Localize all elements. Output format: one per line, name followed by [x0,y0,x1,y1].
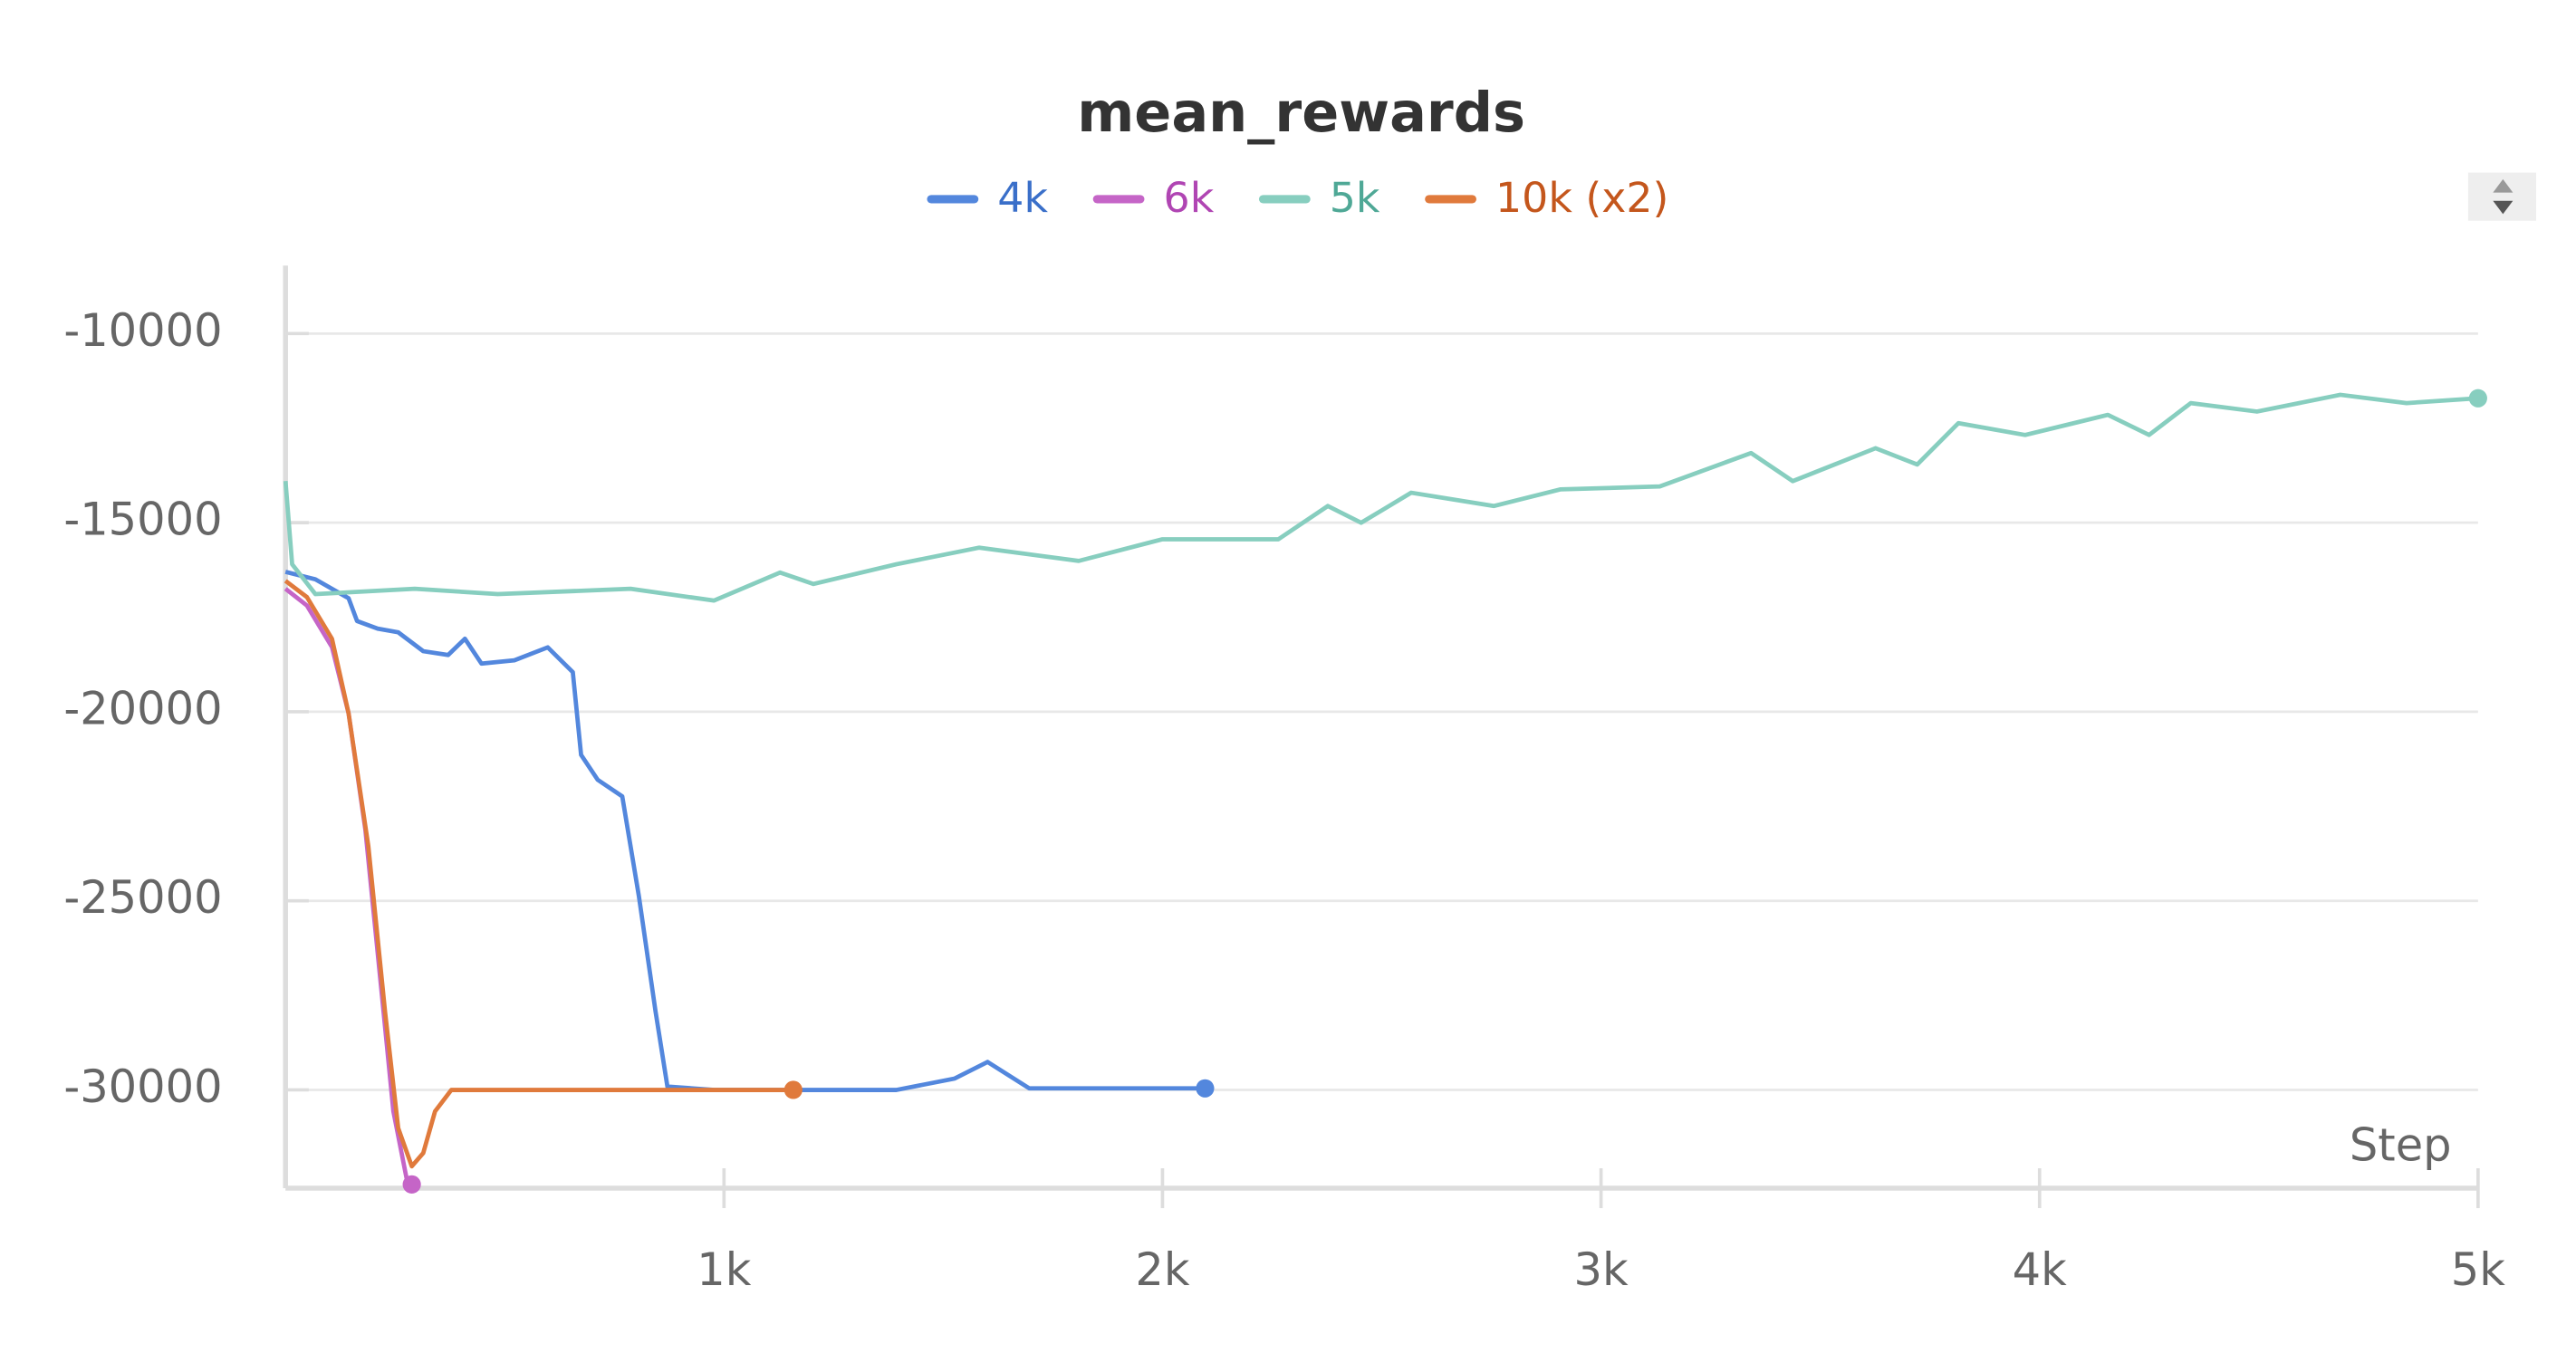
series-line [284,570,1206,1092]
legend-label: 10k (x2) [1495,173,1668,222]
x-tick-label: 5k [2451,1243,2505,1296]
series-line [283,392,2479,603]
y-tick-label: -30000 [63,1060,222,1113]
legend-label: 4k [997,173,1048,222]
end-marker [1196,1079,1215,1098]
x-tick-label: 2k [1135,1243,1189,1296]
scroll-bg[interactable] [2467,172,2537,221]
end-marker [2468,389,2487,408]
end-marker [783,1080,803,1099]
chart-title: mean_rewards [1077,82,1525,145]
scroll-up[interactable] [2493,178,2514,193]
y-tick-label: -25000 [63,871,222,924]
legend-label: 6k [1164,173,1215,222]
y-tick-label: -10000 [63,304,222,357]
series-line [284,579,793,1169]
x-tick-label: 3k [1574,1243,1629,1296]
x-axis-label: Step [2350,1119,2452,1172]
x-tick-label: 4k [2013,1243,2067,1296]
end-marker [402,1175,421,1194]
x-tick-label: 1k [697,1243,751,1296]
y-tick-label: -20000 [63,682,222,734]
scroll-control[interactable] [2467,172,2537,221]
scroll-down[interactable] [2493,200,2514,215]
legend-label: 5k [1330,173,1380,222]
y-tick-label: -15000 [63,494,222,546]
